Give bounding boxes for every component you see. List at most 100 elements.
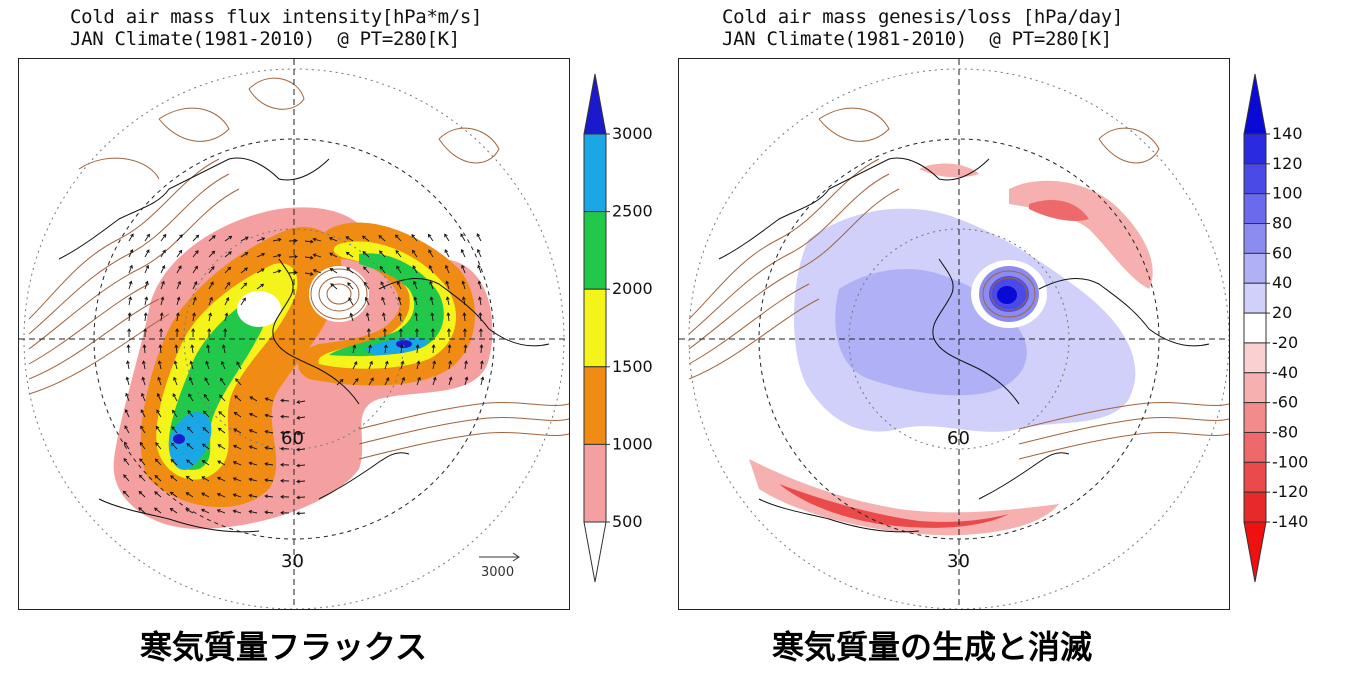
colorbar-segment [1243, 312, 1267, 344]
colorbar-segment [1243, 461, 1267, 493]
flux-vector [192, 250, 199, 258]
flux-vector [171, 442, 178, 450]
flux-vector-head [138, 490, 143, 495]
flux-vector [429, 265, 434, 274]
flux-vector [428, 234, 434, 242]
flux-vector [249, 413, 258, 418]
flux-vector [265, 511, 274, 514]
lat-label-60: 60 [281, 428, 304, 449]
flux-vector-head [364, 296, 369, 301]
flux-vector [480, 344, 483, 354]
flux-vector-head [233, 444, 237, 449]
reference-vector: 3000 [479, 552, 520, 580]
flux-vector-head [124, 425, 128, 430]
flux-vector [297, 400, 306, 403]
flux-vector-head [154, 491, 158, 495]
flux-vector-head [156, 409, 160, 414]
flux-vector-head [479, 344, 484, 348]
flux-vector-head [446, 328, 451, 332]
colorbar-segment [1243, 402, 1267, 433]
flux-vector-head [397, 296, 402, 301]
flux-vector-head [178, 249, 183, 254]
flux-vector [217, 444, 226, 450]
flux-vector [176, 234, 183, 242]
flux-vector [144, 265, 149, 274]
colorbar-bottom-arrow [583, 521, 607, 583]
flux-vector-head [201, 476, 206, 480]
flux-vector-head [126, 360, 130, 365]
flux-vector-head [427, 233, 432, 238]
flux-vector [396, 265, 402, 274]
flux-vector-head [460, 248, 465, 253]
flux-vector [352, 345, 356, 354]
flux-vector [240, 282, 247, 290]
flux-vector [189, 377, 194, 386]
flux-vector-head [366, 328, 371, 332]
flux-vector [188, 393, 194, 402]
flux-vector-head [203, 393, 208, 398]
flux-vector-head [294, 270, 298, 275]
flux-vector [477, 265, 482, 274]
flux-vector-head [201, 443, 206, 448]
reference-vector-label: 3000 [481, 565, 514, 580]
flux-vector-head [195, 234, 200, 239]
flux-vector [330, 268, 338, 274]
flux-vector [156, 426, 162, 434]
flux-vector-head [429, 280, 433, 285]
flux-vector [192, 281, 197, 290]
flux-vector [139, 458, 146, 466]
left-title-line2: JAN Climate(1981-2010) @ PT=280[K] [70, 28, 460, 50]
flux-vector-head [445, 264, 449, 269]
flux-vector [138, 507, 146, 514]
flux-vector-head [294, 238, 298, 243]
flux-vector [123, 458, 130, 466]
flux-vector-head [309, 272, 314, 276]
flux-vector-head [144, 296, 149, 301]
flux-vector-head [264, 397, 269, 402]
flux-vector-head [478, 296, 482, 301]
flux-vector-head [248, 461, 253, 466]
flux-vector [384, 361, 388, 370]
flux-vector-head [354, 378, 359, 382]
colorbar-label: 100 [1272, 184, 1303, 203]
flux-vector-head [155, 425, 160, 430]
flux-vector [217, 509, 226, 514]
flux-vector [256, 253, 265, 258]
flux-vector [480, 377, 484, 386]
flux-vector-head [143, 328, 148, 332]
flux-vector [368, 345, 371, 354]
flux-vector-head [140, 409, 145, 413]
flux-vector [430, 297, 434, 306]
colorbar-label: 80 [1272, 214, 1292, 233]
flux-vector [313, 269, 322, 274]
flux-vector-head [201, 492, 205, 497]
flux-vector-head [154, 474, 159, 479]
flux-vector [384, 377, 390, 386]
flux-vector [240, 236, 249, 242]
flux-vector [170, 459, 178, 466]
flux-vector [432, 377, 436, 386]
flux-vector-head [188, 376, 193, 381]
flux-vector-head [223, 328, 228, 332]
flux-vector-head [174, 344, 179, 348]
left-title-line1: Cold air mass flux intensity[hPa*m/s] [70, 6, 483, 28]
flux-vector [233, 428, 242, 434]
flux-vector [224, 282, 231, 290]
flux-vector [304, 256, 313, 259]
flux-vector [297, 432, 306, 435]
flux-vector [304, 272, 313, 275]
right-colorbar: 140 120 100 80 60 40 20 -20 -40 -60 -80 -100 -120 -14… [1243, 73, 1308, 583]
flux-vector [208, 297, 213, 306]
flux-vector-head [296, 479, 300, 484]
flux-vector [280, 399, 290, 402]
flux-vector [400, 345, 403, 354]
flux-vector-head [445, 296, 450, 301]
flux-vector-head [444, 249, 449, 253]
flux-vector [154, 475, 162, 482]
flux-vector [176, 297, 180, 306]
flux-vector [208, 281, 214, 290]
flux-vector [265, 398, 274, 402]
flux-vector [415, 313, 418, 322]
flux-vector-head [414, 312, 419, 317]
flux-vector [463, 312, 466, 322]
